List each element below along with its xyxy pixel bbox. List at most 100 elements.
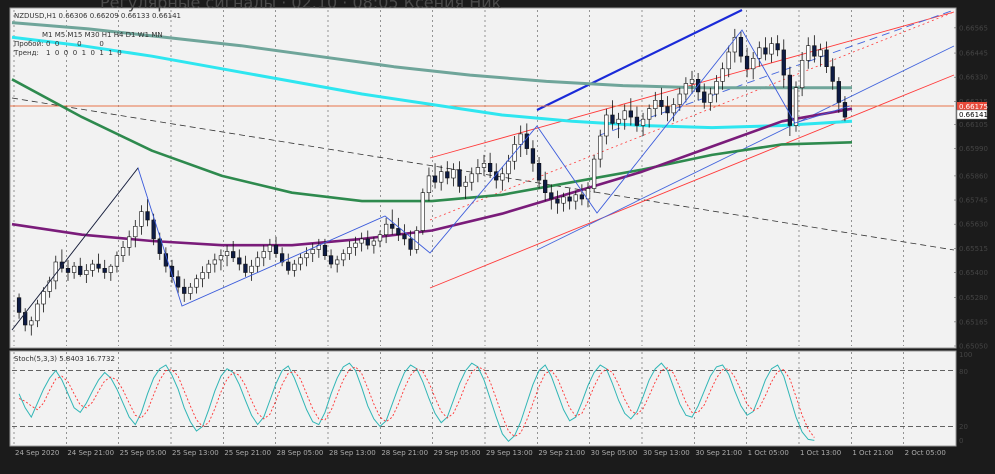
candle [310, 243, 315, 262]
candle [292, 259, 297, 277]
candle [518, 125, 523, 157]
stoch-scale-100: 100 [959, 351, 972, 359]
moving-averages [11, 21, 853, 247]
bull-candle-body [757, 47, 762, 59]
candle [445, 161, 450, 185]
y-tick-label: 0.66330 [959, 74, 988, 82]
candle [536, 157, 542, 189]
candle [383, 217, 389, 244]
candle [261, 245, 266, 267]
bull-candle-body [206, 263, 211, 273]
y-tick-label: 0.65280 [959, 294, 988, 302]
y-tick-label: 0.65165 [959, 318, 988, 326]
stoch-scale-0: 0 [959, 437, 963, 445]
candle [353, 236, 358, 256]
zigzag-black-segment [11, 167, 139, 331]
bear-candle-body [365, 238, 370, 246]
candle [830, 58, 835, 90]
bear-candle-body [65, 267, 71, 273]
zigzag-overlay [11, 29, 851, 331]
candle [286, 253, 291, 275]
bear-candle-body [286, 261, 291, 271]
bull-candle-body [298, 257, 303, 265]
bear-candle-body [151, 219, 156, 240]
candle [738, 31, 744, 63]
bull-candle-body [249, 265, 254, 273]
candle [806, 37, 811, 69]
candle [671, 98, 676, 122]
price-axis: 0.66565 0.66445 0.66330 0.66215 0.66105 0.659… [954, 24, 988, 351]
bear-candle-body [579, 194, 585, 200]
bull-candle-body [267, 244, 273, 252]
bull-candle-body [304, 253, 309, 259]
candle [151, 213, 156, 246]
candle [475, 159, 481, 183]
candle [35, 299, 40, 328]
candle [451, 163, 456, 187]
bull-candle-body [127, 236, 132, 248]
candle [408, 230, 413, 256]
candle [647, 104, 652, 128]
candle [683, 77, 689, 103]
bull-candle-body [188, 286, 193, 294]
x-tick-label: 28 Sep 05:00 [277, 449, 324, 457]
candle [775, 35, 780, 57]
bull-candle-body [29, 320, 34, 326]
x-tick-label: 24 Sep 21:00 [67, 449, 114, 457]
candle [812, 35, 817, 63]
bull-candle-body [751, 57, 756, 70]
bull-candle-body [726, 51, 731, 70]
bear-candle-body [555, 198, 560, 204]
candle [377, 230, 383, 248]
candle [188, 283, 193, 300]
candle [793, 81, 799, 132]
candle [249, 259, 254, 281]
trend-values: 1 0 0 0 1 0 1 1 0 [46, 49, 122, 57]
breakout-values: 0 0 0 0 [46, 40, 104, 48]
bull-candle-body [120, 247, 126, 257]
bull-candle-body [383, 223, 389, 235]
candle [567, 188, 572, 210]
breakout-label: Пробой: [14, 40, 44, 48]
candle [628, 98, 633, 126]
candle [194, 274, 199, 294]
candle [359, 232, 364, 252]
bull-candle-body [335, 259, 340, 265]
bear-candle-body [273, 244, 279, 254]
bull-candle-body [133, 226, 138, 238]
bull-candle-body [671, 104, 676, 114]
candle [769, 37, 774, 63]
candle [708, 87, 713, 111]
bear-candle-body [812, 45, 817, 57]
x-tick-label: 24 Sep 2020 [15, 449, 59, 457]
bear-candle-body [775, 43, 780, 51]
x-tick-label: 1 Oct 13:00 [800, 449, 841, 457]
blue-channel-top [536, 9, 743, 111]
bull-candle-body [561, 196, 566, 204]
candlesticks [16, 28, 848, 336]
candle [200, 266, 205, 288]
bear-candle-body [702, 91, 707, 103]
bull-candle-body [114, 255, 120, 267]
candle [139, 205, 144, 235]
current-price-tag-bg [957, 102, 987, 111]
bear-candle-body [390, 223, 395, 229]
bull-candle-body [769, 43, 774, 55]
y-tick-label: 0.66215 [959, 98, 988, 106]
bear-candle-body [175, 276, 181, 288]
candle [634, 106, 640, 132]
bear-candle-body [787, 74, 793, 126]
candle [591, 154, 597, 193]
bear-candle-body [634, 116, 640, 126]
candle [414, 226, 419, 254]
trend-label: Тренд: [13, 49, 39, 57]
candle [224, 245, 230, 267]
bull-candle-body [359, 238, 364, 244]
bull-candle-body [500, 173, 505, 181]
bear-candle-body [487, 163, 493, 173]
bear-candle-body [102, 267, 107, 273]
candle [457, 161, 462, 193]
candle [41, 287, 46, 313]
bear-candle-body [543, 179, 548, 194]
